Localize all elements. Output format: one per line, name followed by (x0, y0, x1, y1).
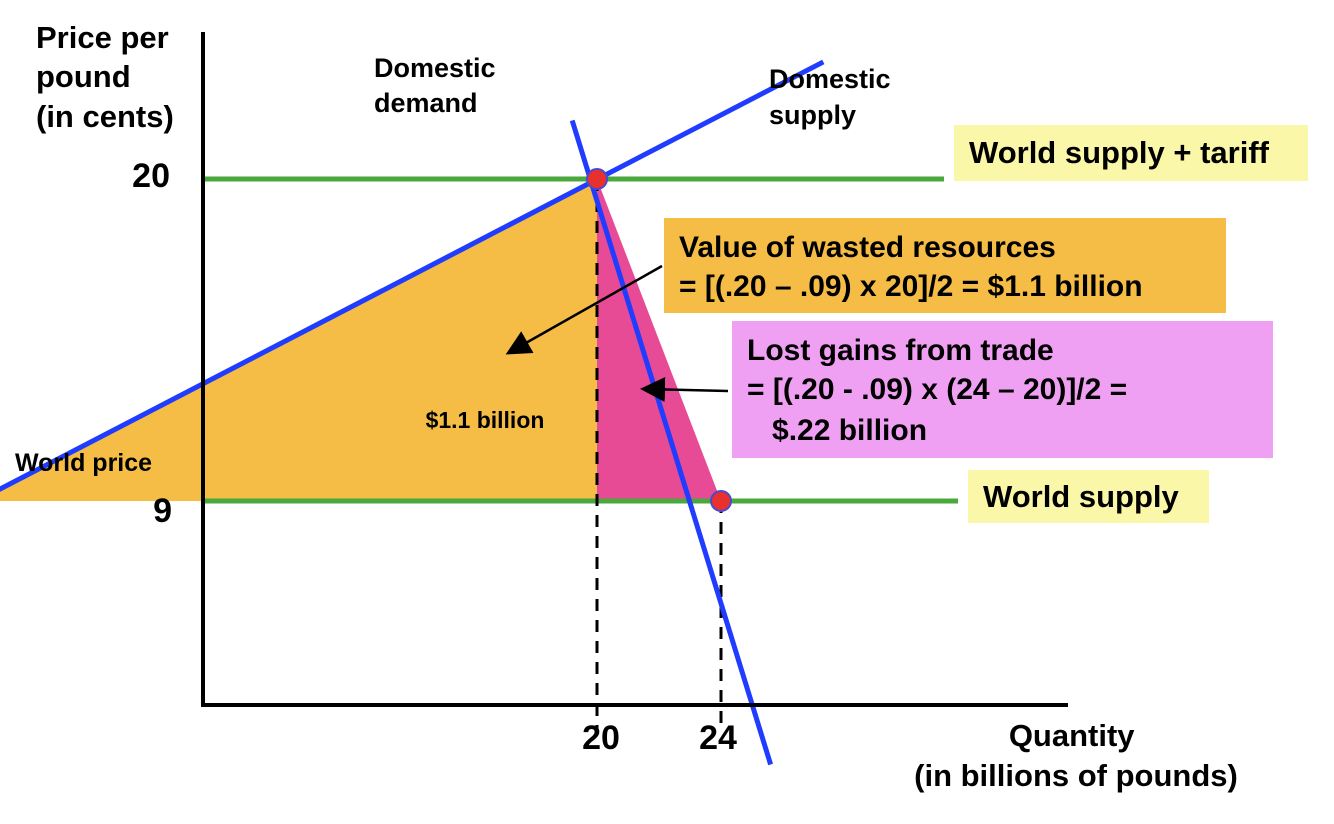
domestic-supply-label-line-2: supply (769, 100, 856, 130)
lost-gains-annotation-line-1: Lost gains from trade (747, 334, 1054, 367)
lost-gains-annotation: Lost gains from trade = [(.20 - .09) x (… (0, 0, 1169, 447)
domestic-demand-label: Domestic demand (374, 53, 503, 118)
world-supply-tariff-label: World supply + tariff (969, 135, 1270, 170)
domestic-supply-label-line-1: Domestic (769, 64, 891, 94)
domestic-demand-label-line-2: demand (374, 88, 478, 118)
wasted-resources-area-label: $1.1 billion (426, 407, 545, 433)
domestic-demand-label-line-1: Domestic (374, 53, 496, 83)
lost-gains-area (597, 179, 721, 501)
y-tick-label-9: 9 (153, 492, 172, 530)
domestic-supply-line (0, 59, 825, 492)
lost-gains-annotation-line-2: = [(.20 - .09) x (24 – 20)]/2 = (747, 373, 1127, 406)
domestic-supply-label: Domestic supply (769, 64, 898, 130)
wasted-resources-annotation: Value of wasted resources = [(.20 – .09)… (679, 231, 1143, 303)
x-axis-title-line-2: (in billions of pounds) (914, 758, 1238, 793)
y-axis-title-line-1: Price per (36, 20, 169, 55)
world-supply-tariff-label-bg (954, 125, 1308, 181)
y-axis-title-line-3: (in cents) (36, 99, 174, 134)
wasted-resources-annotation-line-2: = [(.20 – .09) x 20]/2 = $1.1 billion (679, 270, 1143, 303)
wasted-resources-annotation-bg (664, 218, 1226, 313)
wasted-resources-annotation-line-1: Value of wasted resources (679, 231, 1056, 264)
x-tick-label-20: 20 (582, 719, 620, 757)
lost-gains-annotation-bg (732, 321, 1273, 458)
y-axis-title: Price per pound (in cents) (36, 20, 177, 134)
domestic-demand-line (569, 119, 773, 766)
x-axis-title-line-1: Quantity (1009, 718, 1135, 753)
x-tick-label-24: 24 (699, 719, 737, 757)
y-tick-label-20: 20 (132, 157, 170, 195)
world-price-label: World price (15, 449, 152, 477)
x-axis-title: Quantity (in billions of pounds) (914, 718, 1238, 793)
world-supply-label: World supply (983, 479, 1180, 514)
lost-gains-arrow (640, 376, 729, 402)
intersection-point-tariff (586, 168, 608, 190)
y-axis-title-line-2: pound (36, 59, 131, 94)
intersection-point-world (710, 490, 732, 512)
lost-gains-annotation-line-3: $.22 billion (747, 414, 927, 447)
world-supply-label-bg (968, 470, 1209, 523)
wasted-resources-arrow (505, 264, 663, 355)
